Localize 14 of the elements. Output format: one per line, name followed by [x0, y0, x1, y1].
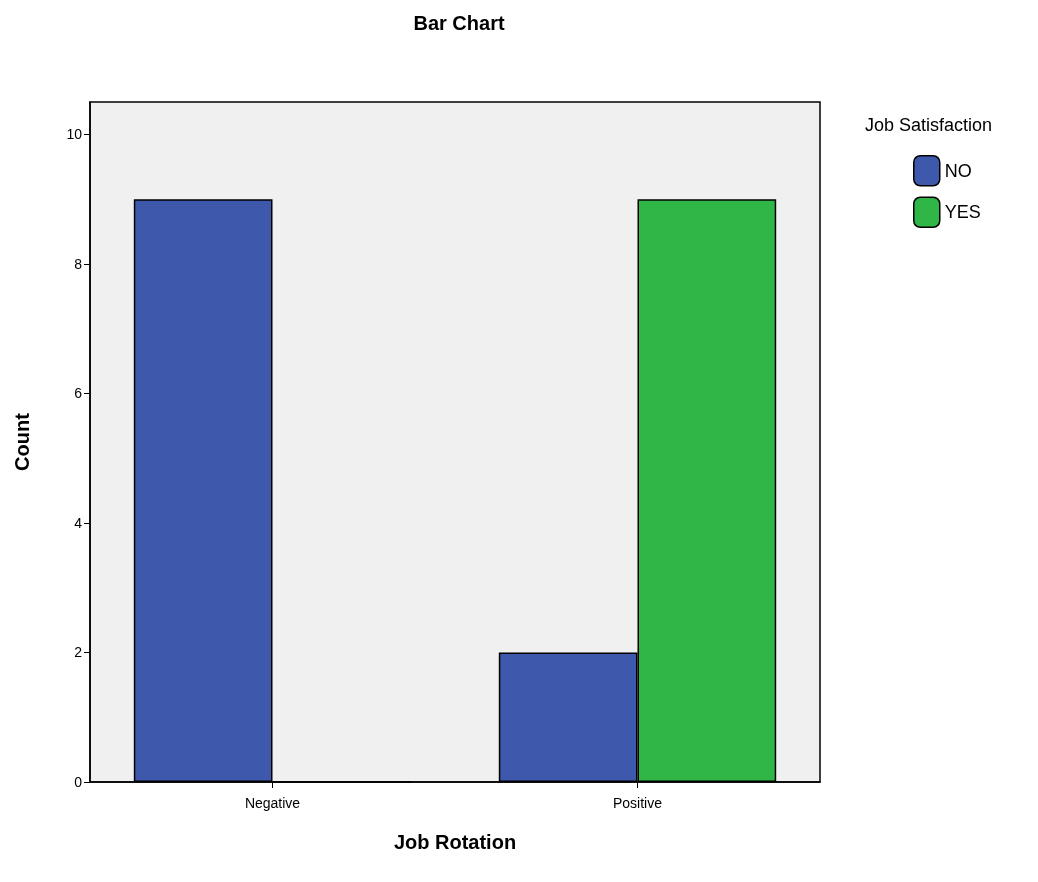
y-axis-title: Count	[11, 412, 33, 471]
y-tick-label: 0	[74, 774, 83, 790]
x-tick-label: Negative	[244, 795, 301, 811]
y-tick-label: 10	[66, 126, 83, 143]
y-tick-label: 4	[74, 514, 83, 531]
y-tick-label: 8	[74, 255, 83, 272]
legend-label: NO	[944, 160, 972, 181]
legend-title: Job Satisfaction	[865, 115, 993, 135]
chart-title: Bar Chart	[413, 12, 505, 34]
legend-label: YES	[944, 202, 981, 223]
x-tick-label: Positive	[612, 795, 663, 811]
x-axis-title: Job Rotation	[393, 831, 517, 853]
y-tick-label: 6	[74, 385, 83, 402]
y-tick-label: 2	[74, 644, 83, 661]
